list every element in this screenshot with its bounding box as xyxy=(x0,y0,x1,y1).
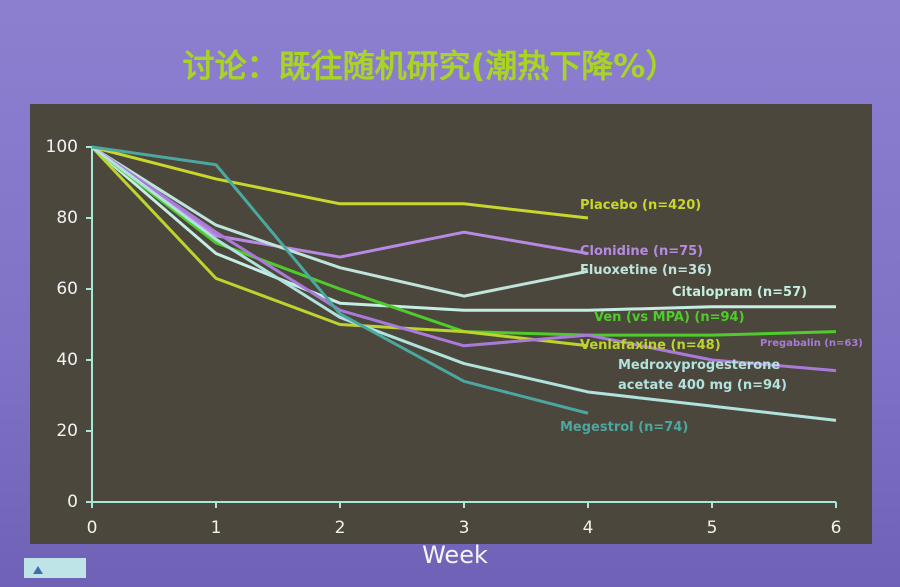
y-tick-label: 0 xyxy=(67,492,78,512)
series-line xyxy=(90,145,589,348)
chart-title: 讨论：既往随机研究(潮热下降%） xyxy=(183,47,678,85)
x-axis-label: Week xyxy=(422,541,488,569)
series-line xyxy=(91,145,589,220)
x-tick-label: 4 xyxy=(583,518,594,538)
plot-background xyxy=(30,104,872,544)
series-label: Citalopram (n=57) xyxy=(672,285,808,300)
series-label: Placebo (n=420) xyxy=(580,198,702,213)
series-label: Megestrol (n=74) xyxy=(560,420,689,435)
series-line xyxy=(91,145,589,298)
y-tick-label: 60 xyxy=(56,279,78,299)
x-tick-label: 0 xyxy=(87,518,98,538)
series-label: Venlafaxine (n=48) xyxy=(580,338,721,353)
y-tick-label: 100 xyxy=(46,137,78,157)
y-tick-label: 40 xyxy=(56,350,78,370)
series-line xyxy=(91,145,589,259)
x-tick-label: 6 xyxy=(831,518,842,538)
series-label: Pregabalin (n=63) xyxy=(760,338,863,349)
series-line xyxy=(91,145,837,422)
series-line xyxy=(91,145,837,373)
series-label: Medroxyprogesterone acetate 400 mg (n=94… xyxy=(618,358,787,393)
series-label: Clonidine (n=75) xyxy=(580,244,704,259)
y-tick-label: 20 xyxy=(56,421,78,441)
series-label: Ven (vs MPA) (n=94) xyxy=(594,310,745,325)
series-line xyxy=(91,145,836,312)
series-line xyxy=(91,145,589,415)
series-label: Fluoxetine (n=36) xyxy=(580,263,713,278)
x-tick-label: 5 xyxy=(707,518,718,538)
x-tick-label: 1 xyxy=(211,518,222,538)
nav-icon xyxy=(33,566,43,574)
y-tick-label: 80 xyxy=(56,208,78,228)
x-tick-label: 2 xyxy=(335,518,346,538)
nav-button[interactable] xyxy=(24,558,86,578)
x-tick-label: 3 xyxy=(459,518,470,538)
